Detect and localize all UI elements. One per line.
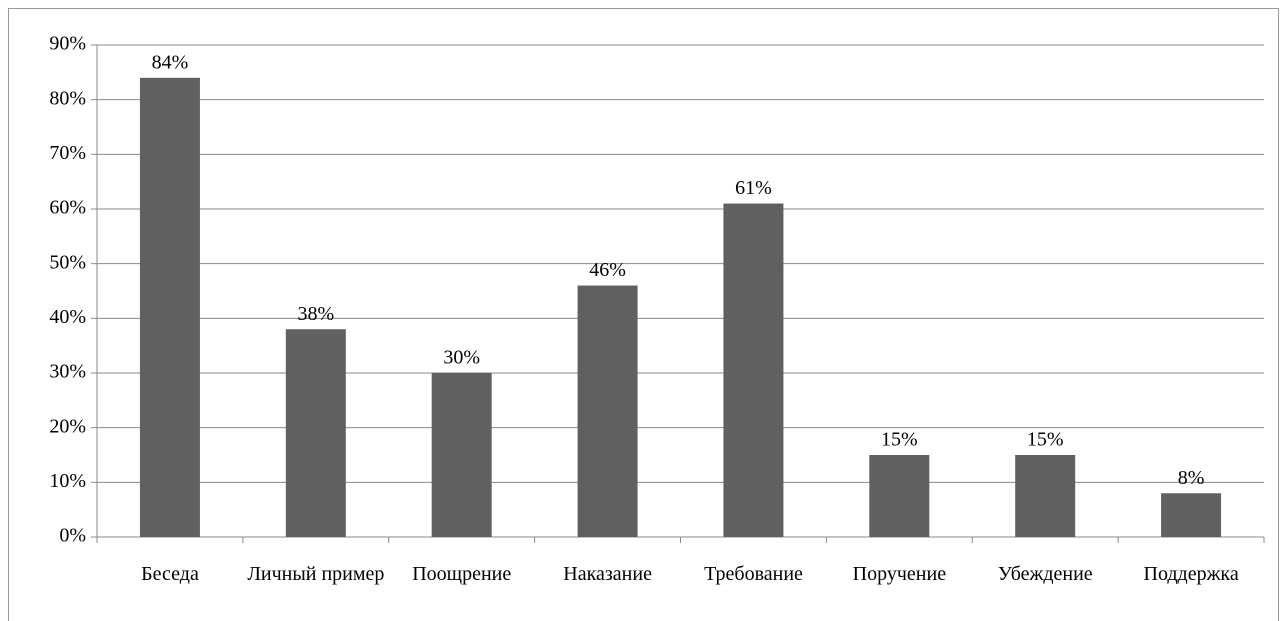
y-tick-label: 70% bbox=[49, 142, 86, 164]
bar bbox=[1161, 493, 1222, 537]
y-tick-label: 30% bbox=[49, 361, 86, 383]
bar bbox=[723, 203, 784, 538]
y-tick-label: 50% bbox=[49, 251, 86, 273]
x-tick-label: Личный пример bbox=[247, 563, 385, 585]
data-label: 61% bbox=[735, 177, 772, 199]
data-label: 46% bbox=[589, 259, 626, 281]
y-tick-label: 10% bbox=[49, 470, 86, 492]
bar bbox=[285, 329, 346, 537]
x-tick-label: Требование bbox=[704, 563, 803, 585]
y-tick-label: 0% bbox=[59, 525, 86, 547]
data-label: 30% bbox=[443, 347, 480, 369]
bar bbox=[1015, 455, 1076, 537]
x-tick-label: Поощрение bbox=[412, 563, 512, 585]
data-label: 15% bbox=[881, 429, 918, 451]
y-tick-label: 40% bbox=[49, 306, 86, 328]
x-tick-label: Беседа bbox=[141, 563, 199, 585]
data-label: 38% bbox=[297, 303, 334, 325]
data-label: 8% bbox=[1178, 467, 1205, 489]
x-tick-label: Поддержка bbox=[1143, 563, 1239, 585]
data-label: 84% bbox=[152, 51, 189, 73]
bar bbox=[431, 373, 492, 537]
y-tick-label: 60% bbox=[49, 197, 86, 219]
x-tick-label: Наказание bbox=[563, 563, 652, 585]
data-label: 15% bbox=[1027, 429, 1064, 451]
chart-border bbox=[8, 8, 1279, 621]
x-tick-label: Поручение bbox=[852, 563, 947, 585]
x-tick-label: Убеждение bbox=[997, 563, 1093, 585]
bar bbox=[139, 77, 200, 538]
y-tick-label: 20% bbox=[49, 415, 86, 437]
bar bbox=[577, 285, 638, 537]
y-tick-label: 80% bbox=[49, 87, 86, 109]
bar bbox=[869, 455, 930, 537]
y-tick-label: 90% bbox=[49, 33, 86, 55]
